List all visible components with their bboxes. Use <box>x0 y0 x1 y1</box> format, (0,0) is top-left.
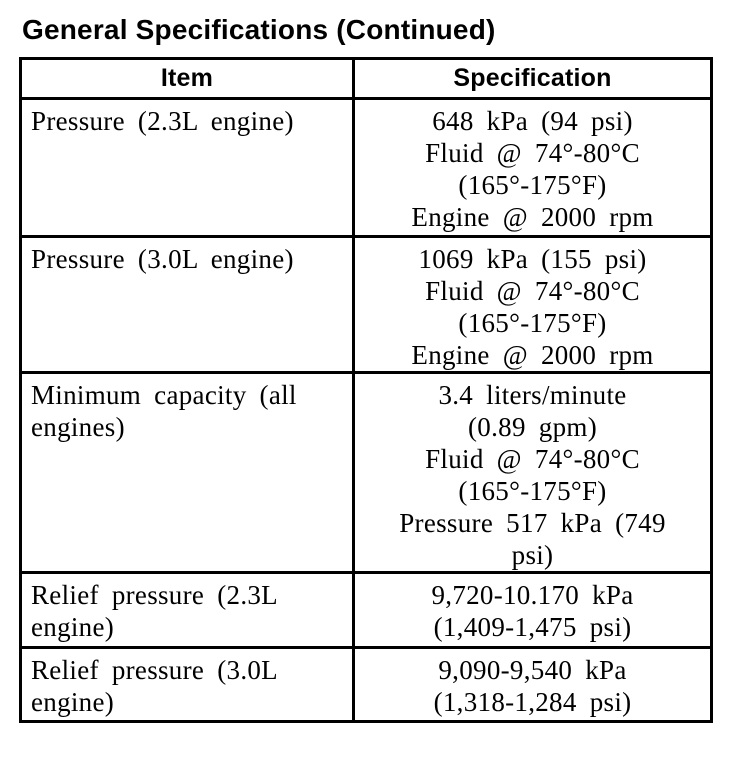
spec-line: 648 kPa (94 psi) <box>432 106 633 136</box>
column-header-item: Item <box>19 57 355 100</box>
spec-line: (0.89 gpm) <box>468 412 597 442</box>
table-header-row: Item Specification <box>19 57 713 100</box>
spec-cell: 9,720-10.170 kPa (1,409-1,475 psi) <box>352 571 713 649</box>
specifications-table: Item Specification Pressure (2.3L engine… <box>19 57 713 723</box>
table-row: Relief pressure (3.0L engine) 9,090-9,54… <box>19 646 713 723</box>
spec-line: Engine @ 2000 rpm <box>411 340 654 370</box>
spec-line: 9,090-9,540 kPa <box>438 655 627 685</box>
spec-line: Fluid @ 74°-80°C <box>425 138 640 168</box>
spec-line: Engine @ 2000 rpm <box>411 202 654 232</box>
spec-cell: 1069 kPa (155 psi) Fluid @ 74°-80°C (165… <box>352 235 713 374</box>
spec-line: (1,318-1,284 psi) <box>433 687 632 717</box>
item-cell: Pressure (2.3L engine) <box>19 97 355 238</box>
table-row: Relief pressure (2.3L engine) 9,720-10.1… <box>19 571 713 649</box>
table-row: Pressure (3.0L engine) 1069 kPa (155 psi… <box>19 235 713 374</box>
spec-line: psi) <box>511 540 554 570</box>
spec-line: 3.4 liters/minute <box>438 380 627 410</box>
spec-line: Fluid @ 74°-80°C <box>425 444 640 474</box>
spec-line: (165°-175°F) <box>458 476 607 506</box>
item-cell: Relief pressure (2.3L engine) <box>19 571 355 649</box>
table-row: Pressure (2.3L engine) 648 kPa (94 psi) … <box>19 97 713 238</box>
spec-line: Pressure 517 kPa (749 <box>399 508 666 538</box>
item-cell: Minimum capacity (all engines) <box>19 371 355 574</box>
spec-line: 9,720-10.170 kPa <box>431 580 634 610</box>
item-cell: Pressure (3.0L engine) <box>19 235 355 374</box>
spec-line: (165°-175°F) <box>458 170 607 200</box>
spec-line: (165°-175°F) <box>458 308 607 338</box>
column-header-specification: Specification <box>352 57 713 100</box>
spec-line: Fluid @ 74°-80°C <box>425 276 640 306</box>
table-row: Minimum capacity (all engines) 3.4 liter… <box>19 371 713 574</box>
spec-cell: 3.4 liters/minute (0.89 gpm) Fluid @ 74°… <box>352 371 713 574</box>
spec-cell: 9,090-9,540 kPa (1,318-1,284 psi) <box>352 646 713 723</box>
spec-line: 1069 kPa (155 psi) <box>418 244 647 274</box>
page-title: General Specifications (Continued) <box>22 14 496 45</box>
spec-line: (1,409-1,475 psi) <box>433 612 632 642</box>
item-cell: Relief pressure (3.0L engine) <box>19 646 355 723</box>
spec-cell: 648 kPa (94 psi) Fluid @ 74°-80°C (165°-… <box>352 97 713 238</box>
